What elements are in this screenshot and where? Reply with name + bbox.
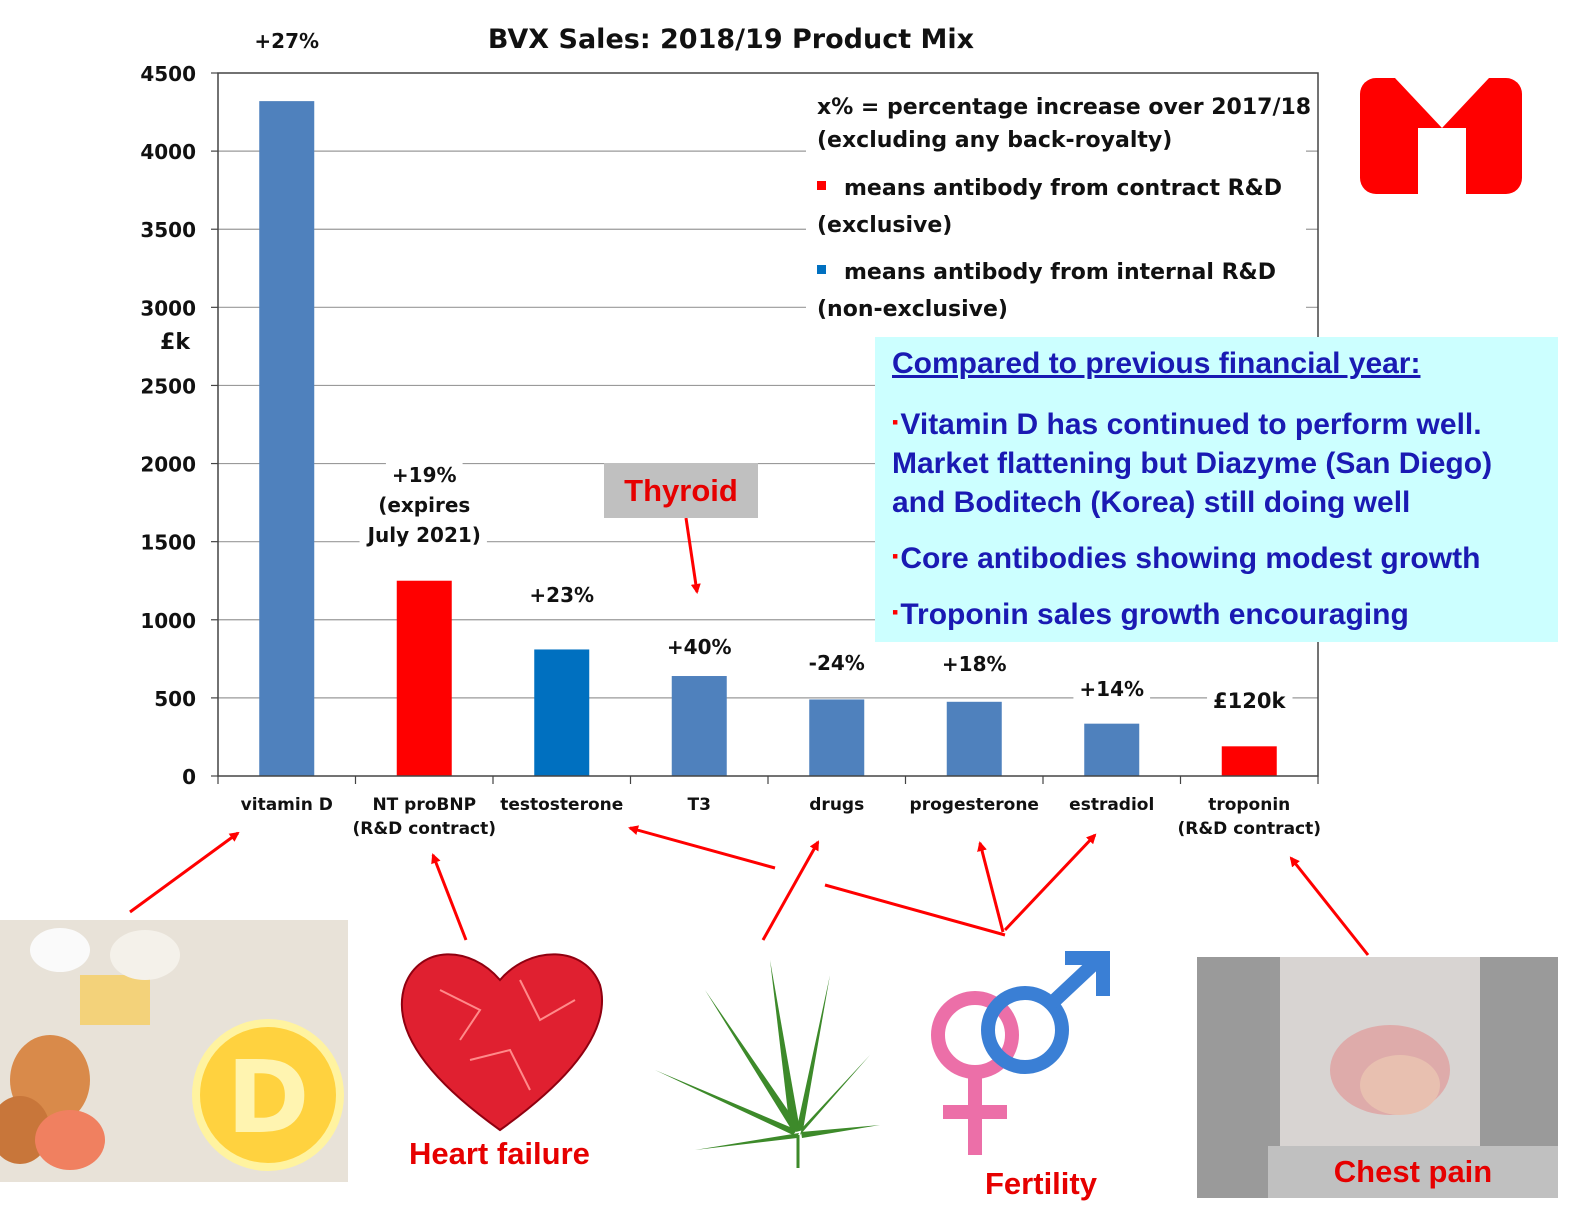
arrow-fertility-testosterone <box>824 883 1006 937</box>
bar <box>259 101 315 777</box>
data-label-background <box>1073 674 1151 702</box>
y-tick-label: 4000 <box>140 140 196 164</box>
x-tick-label: progesterone <box>910 795 1039 815</box>
y-tick-label: 3500 <box>140 218 196 242</box>
vitamin-d-food-image: D <box>0 920 348 1182</box>
info-bullet-1-line-1: Vitamin D has continued to perform well. <box>900 408 1482 441</box>
y-tick-label: 4500 <box>140 62 196 86</box>
data-label: +19% <box>392 463 457 487</box>
bar <box>1084 723 1140 776</box>
y-tick-label: 1000 <box>140 609 196 633</box>
y-tick-label: 2000 <box>140 453 196 477</box>
y-tick-label: 0 <box>182 765 196 789</box>
x-tick-label-line-2: (R&D contract) <box>352 819 496 839</box>
data-label-background <box>372 490 477 518</box>
gender-symbols-image <box>931 951 1110 1155</box>
data-label-background <box>385 460 463 488</box>
data-label-background <box>359 520 487 548</box>
info-box-header: Compared to previous financial year: <box>892 347 1421 380</box>
y-tick-label: 1500 <box>140 531 196 555</box>
red-square-icon <box>817 181 826 190</box>
x-tick-label: testosterone <box>500 795 623 815</box>
arrow-estradiol <box>1003 833 1097 932</box>
legend-red-text: means antibody from contract R&D <box>844 176 1283 201</box>
legend-blue-entry: means antibody from internal R&D <box>817 260 1276 285</box>
y-tick-label: 2500 <box>140 374 196 398</box>
legend-line-2: (excluding any back-royalty) <box>817 128 1173 153</box>
info-bullet-1: ▪Vitamin D has continued to perform well… <box>892 403 1492 522</box>
info-bullet-3: ▪Troponin sales growth encouraging <box>892 593 1409 634</box>
data-label: -24% <box>809 651 865 675</box>
data-label: (expires <box>378 493 470 517</box>
legend-background <box>806 90 1306 330</box>
legend-red-line-2: (exclusive) <box>817 213 953 238</box>
bars <box>259 101 1277 777</box>
bar <box>396 580 452 776</box>
x-tick-label: estradiol <box>1069 795 1154 815</box>
x-tick-label: vitamin D <box>241 795 333 815</box>
legend-blue-text: means antibody from internal R&D <box>844 260 1276 285</box>
bullet-icon: ▪ <box>892 412 899 432</box>
data-label: +18% <box>942 652 1007 676</box>
info-bullet-2: ▪Core antibodies showing modest growth <box>892 537 1480 578</box>
arrow-testosterone <box>628 825 776 870</box>
thyroid-callout: Thyroid <box>604 463 758 518</box>
comparison-info-box: Compared to previous financial year: ▪Vi… <box>875 337 1558 642</box>
data-label: July 2021) <box>366 523 481 547</box>
arrow-drugs <box>761 840 820 941</box>
x-tick-label-line-2: (R&D contract) <box>1177 819 1321 839</box>
y-axis-label: £k <box>160 330 191 355</box>
arrow-vitamin-d <box>129 831 240 914</box>
data-label-background <box>248 26 326 54</box>
y-tick-label: 3000 <box>140 296 196 320</box>
data-label-background <box>1207 686 1293 714</box>
pointer-arrows <box>129 517 1370 956</box>
info-bullet-1-line-3: and Boditech (Korea) still doing well <box>892 486 1411 519</box>
company-logo <box>1360 78 1522 194</box>
x-tick-label: drugs <box>809 795 864 815</box>
bullet-icon: ▪ <box>892 546 899 566</box>
data-label-background <box>523 580 601 608</box>
bar <box>946 701 1002 776</box>
data-label-background <box>935 649 1013 677</box>
info-bullet-1-line-2: Market flattening but Diazyme (San Diego… <box>892 447 1493 480</box>
arrow-progesterone <box>977 841 1005 933</box>
legend-line-1: x% = percentage increase over 2017/18 <box>817 95 1312 120</box>
data-label: +23% <box>529 583 594 607</box>
data-label-background <box>660 632 738 660</box>
y-tick-label: 500 <box>154 687 196 711</box>
info-bullet-3-text: Troponin sales growth encouraging <box>900 598 1409 631</box>
fertility-caption: Fertility <box>985 1166 1097 1201</box>
broken-heart-image <box>400 953 603 1132</box>
x-tick-label: T3 <box>688 795 711 815</box>
bar <box>809 699 865 776</box>
vitamin-d-letter: D <box>226 1039 309 1156</box>
data-label-background <box>802 648 871 676</box>
blue-square-icon <box>817 265 826 274</box>
chest-pain-caption: Chest pain <box>1268 1146 1558 1198</box>
x-tick-label: troponin <box>1208 795 1290 815</box>
x-tick-label: NT proBNP <box>372 795 476 815</box>
chart-title: BVX Sales: 2018/19 Product Mix <box>488 24 974 55</box>
cannabis-leaf-image <box>655 960 880 1168</box>
info-bullet-2-text: Core antibodies showing modest growth <box>900 542 1481 575</box>
data-label: +27% <box>254 29 319 53</box>
data-label: +14% <box>1079 677 1144 701</box>
labels: 0 500 1000 1500 2000 2500 3000 3500 4000 4500 vita… <box>140 26 1321 839</box>
arrow-thyroid <box>684 517 701 594</box>
gridlines <box>218 90 1318 699</box>
bar <box>671 676 727 776</box>
legend-blue-line-2: (non-exclusive) <box>817 297 1008 322</box>
bar <box>1221 746 1277 776</box>
bullet-icon: ▪ <box>892 602 899 622</box>
bar <box>534 649 590 776</box>
data-label: +40% <box>667 635 732 659</box>
arrow-troponin <box>1289 856 1370 956</box>
arrow-heart-failure <box>431 853 468 941</box>
legend-red-entry: means antibody from contract R&D <box>817 176 1282 201</box>
data-label: £120k <box>1213 689 1286 713</box>
heart-failure-caption: Heart failure <box>409 1136 590 1171</box>
